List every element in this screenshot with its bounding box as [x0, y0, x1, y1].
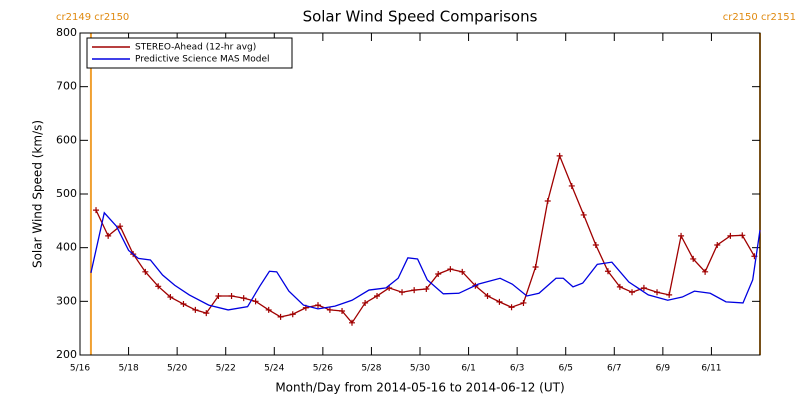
marker	[228, 292, 235, 299]
x-tick-label: 5/18	[118, 364, 138, 374]
marker	[362, 299, 369, 306]
x-tick-label: 5/24	[264, 364, 284, 374]
marker	[678, 232, 685, 239]
marker	[592, 241, 599, 248]
marker	[532, 263, 539, 270]
carrington-label: cr2150 cr2151	[723, 12, 796, 23]
carrington-label: cr2149 cr2150	[56, 12, 129, 23]
x-tick-label: 5/26	[313, 364, 333, 374]
y-tick-label: 400	[56, 241, 77, 254]
y-tick-label: 200	[56, 348, 77, 361]
marker	[739, 232, 746, 239]
marker	[215, 292, 222, 299]
x-tick-label: 5/20	[167, 364, 187, 374]
x-tick-label: 6/3	[510, 364, 524, 374]
marker	[240, 295, 247, 302]
x-tick-label: 6/11	[701, 364, 721, 374]
marker	[568, 182, 575, 189]
x-tick-label: 5/30	[410, 364, 430, 374]
marker	[508, 304, 515, 311]
chart-title: Solar Wind Speed Comparisons	[303, 8, 538, 26]
marker	[105, 232, 112, 239]
x-axis-label: Month/Day from 2014-05-16 to 2014-06-12 …	[275, 381, 564, 395]
y-tick-label: 600	[56, 133, 77, 146]
marker	[180, 301, 187, 308]
marker	[447, 266, 454, 273]
y-tick-label: 800	[56, 26, 77, 39]
marker	[727, 232, 734, 239]
marker	[326, 306, 333, 313]
x-tick-label: 6/1	[461, 364, 475, 374]
marker	[484, 292, 491, 299]
marker	[349, 319, 355, 326]
y-tick-label: 300	[56, 294, 77, 307]
marker	[277, 313, 284, 320]
marker	[714, 241, 721, 248]
marker	[399, 289, 406, 296]
legend-label: Predictive Science MAS Model	[135, 55, 270, 65]
y-tick-label: 700	[56, 80, 77, 93]
marker	[520, 299, 527, 306]
marker	[654, 289, 661, 296]
marker	[374, 292, 381, 299]
marker	[556, 152, 563, 159]
marker	[265, 306, 272, 313]
legend-label: STEREO-Ahead (12-hr avg)	[135, 43, 256, 53]
marker	[702, 268, 709, 275]
x-tick-label: 5/28	[361, 364, 381, 374]
y-tick-label: 500	[56, 187, 77, 200]
marker	[616, 283, 623, 290]
marker	[203, 310, 210, 317]
marker	[192, 306, 199, 313]
marker	[339, 307, 346, 314]
marker	[604, 268, 611, 275]
marker	[289, 311, 296, 318]
y-axis-label: Solar Wind Speed (km/s)	[31, 120, 45, 268]
x-tick-label: 6/5	[558, 364, 572, 374]
legend-box	[86, 37, 293, 69]
marker	[629, 289, 636, 296]
x-tick-label: 6/7	[607, 364, 621, 374]
marker	[411, 287, 418, 294]
marker	[252, 298, 259, 305]
marker	[142, 268, 149, 275]
marker	[93, 207, 100, 214]
marker	[435, 270, 442, 277]
marker	[315, 302, 321, 309]
x-tick-label: 5/22	[216, 364, 236, 374]
marker	[117, 223, 124, 230]
marker	[640, 284, 647, 291]
marker	[459, 268, 466, 275]
marker	[155, 283, 162, 290]
marker	[690, 255, 697, 262]
marker	[580, 211, 587, 218]
marker	[423, 285, 430, 292]
marker	[496, 298, 503, 305]
marker	[666, 291, 673, 298]
x-tick-label: 6/9	[656, 364, 671, 374]
marker	[544, 197, 551, 204]
x-tick-label: 5/16	[70, 364, 90, 374]
marker	[167, 294, 174, 301]
series-line	[90, 211, 761, 311]
